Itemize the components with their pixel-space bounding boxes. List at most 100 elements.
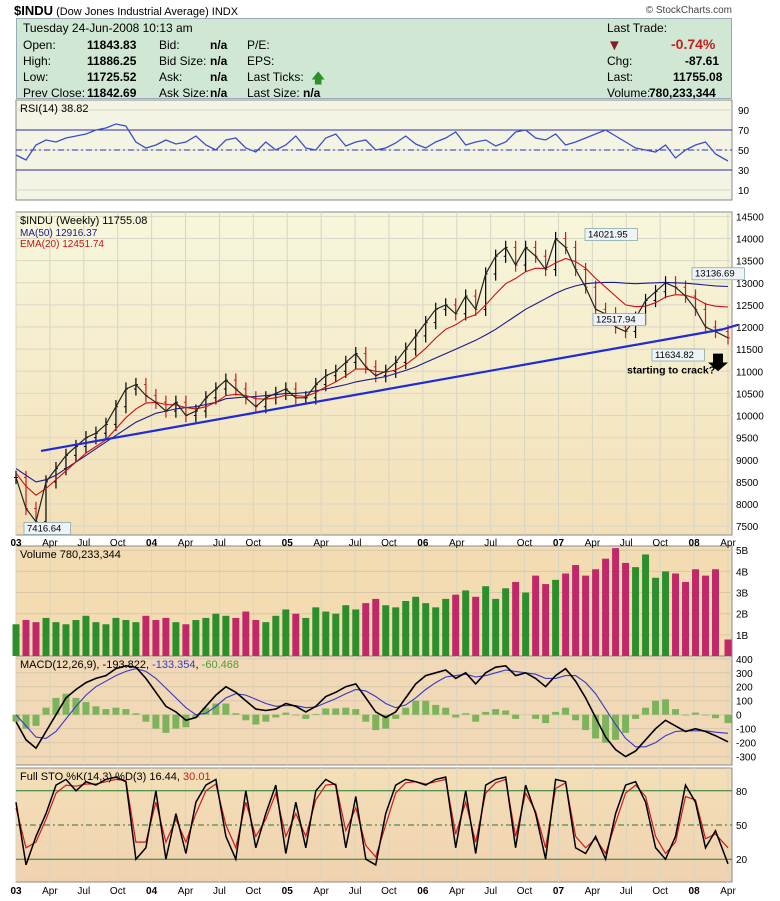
bottom-x-tick-label: Oct [517, 886, 533, 897]
macd-histogram-bar [322, 708, 330, 715]
bottom-x-tick-label: Jul [349, 886, 362, 897]
macd-histogram-bar [602, 714, 610, 743]
volume-bar [692, 569, 700, 656]
date-time: Tuesday 24-Jun-2008 10:13 am [23, 21, 193, 35]
ask-size-value: n/a [210, 86, 228, 100]
rsi-tick-label: 90 [738, 106, 750, 117]
macd-histogram-bar [442, 707, 450, 715]
macd-histogram-bar [462, 713, 470, 715]
macd-histogram-bar [332, 708, 340, 715]
volume-bar [592, 569, 600, 656]
bottom-x-tick-label: Jul [77, 886, 90, 897]
volume-bar [702, 575, 709, 656]
macd-histogram-bar [622, 714, 630, 733]
volume-bar [222, 615, 230, 656]
macd-tick-label: -200 [736, 739, 756, 750]
volume-bar [22, 620, 30, 656]
volume-bar [642, 554, 650, 656]
bottom-x-tick-label: Jul [213, 886, 226, 897]
volume-bar [262, 622, 270, 656]
macd-histogram-bar [452, 714, 460, 718]
macd-histogram-bar [312, 713, 320, 715]
price-tick-label: 11000 [736, 367, 764, 378]
volume-bar [152, 620, 160, 656]
price-x-tick-label: 03 [10, 538, 22, 549]
volume-bar [382, 605, 390, 656]
volume-tick-label: 5B [736, 546, 749, 557]
ema20-legend: EMA(20) 12451.74 [20, 239, 104, 250]
macd-title: MACD(12,26,9), -193.822, -133.354, -60.4… [20, 659, 239, 671]
price-x-tick-label: Jul [349, 538, 362, 549]
volume-tick-label: 2B [736, 610, 749, 621]
chart-labels: 10 30 50 70 90 RSI(14) 38.82 7500 8000 8500 9000 9… [10, 103, 764, 897]
bottom-x-tick-label: Apr [720, 886, 736, 897]
volume-bar [52, 622, 60, 656]
volume-bar [372, 598, 380, 656]
bid-label: Bid: [159, 38, 180, 52]
price-x-tick-label: Apr [42, 538, 58, 549]
macd-title-part: -133.354 [152, 659, 195, 671]
down-triangle-icon: ▼ [607, 37, 622, 54]
macd-histogram-bar [32, 714, 40, 726]
volume-bar [132, 622, 140, 656]
last-trade-label: Last Trade: [607, 21, 668, 35]
macd-histogram-bar [724, 714, 732, 724]
stock-chart: 10 30 50 70 90 RSI(14) 38.82 7500 8000 8500 9000 9… [10, 99, 764, 897]
ma50-line [15, 281, 729, 483]
last-size-label: Last Size: [247, 86, 300, 100]
price-x-tick-label: 06 [417, 538, 429, 549]
macd-histogram-bar [12, 714, 20, 722]
price-x-tick-label: 08 [689, 538, 701, 549]
volume-bar [492, 598, 500, 656]
price-x-tick-label: Apr [449, 538, 465, 549]
price-tick-label: 10000 [736, 412, 764, 423]
macd-histogram-bar [192, 714, 200, 718]
volume-tick-label: 4B [736, 567, 749, 578]
open-value: 11843.83 [87, 38, 137, 52]
macd-histogram-bar [92, 706, 100, 715]
rsi-tick-label: 30 [738, 166, 750, 177]
high-value: 11886.25 [87, 54, 137, 68]
bottom-x-tick-label: Jul [620, 886, 633, 897]
macd-histogram-bar [242, 714, 250, 721]
macd-title-part: -193.822 [103, 659, 146, 671]
volume-bar [92, 622, 100, 656]
ema20-line [15, 257, 729, 496]
price-x-tick-label: Jul [620, 538, 633, 549]
symbol: $INDU [14, 3, 54, 18]
macd-histogram-bar [512, 714, 520, 719]
rsi-tick-label: 50 [738, 146, 750, 157]
volume-bar [724, 639, 732, 656]
volume-bar [622, 562, 630, 656]
volume-tick-label: 1B [736, 631, 749, 642]
last-label: Last: [607, 70, 634, 84]
macd-histogram-bar [82, 702, 90, 715]
ask-label: Ask: [159, 70, 183, 84]
bottom-x-tick-label: 06 [417, 886, 429, 897]
macd-histogram-bar [492, 709, 500, 715]
macd-histogram-bar [222, 703, 230, 715]
macd-histogram-bar [352, 709, 360, 715]
bid-size-label: Bid Size: [159, 54, 207, 68]
volume-bar [602, 558, 610, 656]
macd-title-part: MACD(12,26,9) [20, 659, 96, 671]
volume-bar [392, 607, 400, 656]
volume-value: 780,233,344 [649, 86, 716, 100]
macd-histogram-bar [112, 707, 120, 715]
trendline-extension [722, 323, 739, 331]
volume-bar [252, 620, 260, 656]
price-x-tick-label: Oct [652, 538, 668, 549]
macd-histogram-bar [472, 714, 480, 722]
macd-histogram-bar [152, 714, 160, 729]
macd-histogram-bar [672, 709, 680, 715]
volume-bar [172, 622, 180, 656]
macd-histogram-bar [132, 713, 140, 715]
bottom-x-tick-label: Oct [246, 886, 262, 897]
price-tick-label: 7500 [736, 522, 759, 533]
volume-bar [672, 573, 680, 656]
low-value: 11725.52 [87, 70, 137, 84]
bottom-x-tick-label: Oct [381, 886, 397, 897]
price-x-tick-label: 05 [282, 538, 294, 549]
volume-bar [182, 624, 190, 656]
volume-bar [292, 613, 300, 656]
